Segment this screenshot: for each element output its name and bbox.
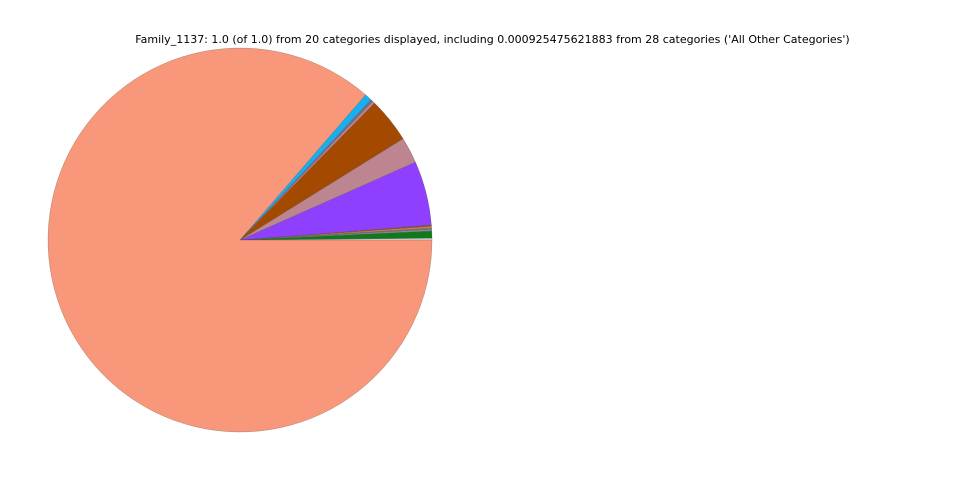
pie-slice-12 bbox=[47, 47, 433, 433]
chart-title: Family_1137: 1.0 (of 1.0) from 20 catego… bbox=[135, 33, 850, 46]
